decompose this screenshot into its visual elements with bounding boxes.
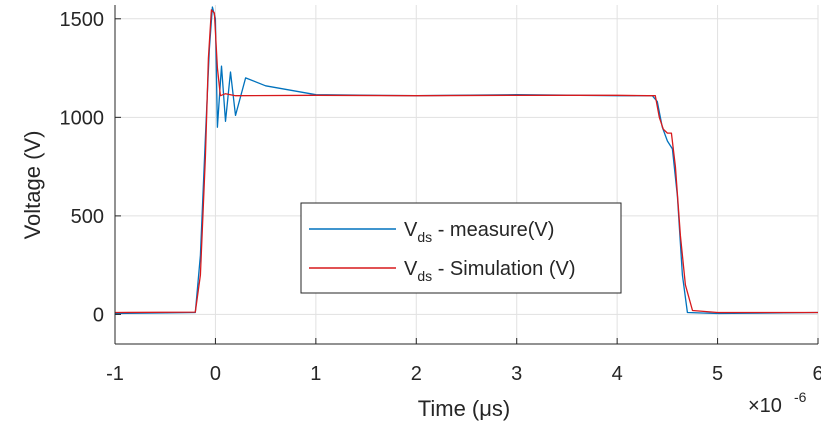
x-tick-label: 2: [411, 363, 422, 385]
legend-label-measure: Vds - measure(V): [404, 219, 554, 245]
series-lines: [114, 6, 819, 315]
x-tick-label: -1: [106, 363, 124, 385]
tick-labels: -1 0 1 2 3 4 5 6 0 500 1000 1500: [60, 9, 821, 385]
axes: [114, 5, 819, 345]
x-tick-label: 6: [812, 363, 821, 385]
series-line-1: [114, 9, 818, 314]
x-tick-label: 0: [210, 363, 221, 385]
x-exponent-base: ×10: [748, 395, 782, 417]
legend-label-simulation: Vds - Simulation (V): [404, 258, 576, 284]
y-tick-label: 1000: [60, 107, 105, 129]
legend-box: [300, 202, 622, 294]
x-exponent-label: ×10 -6: [748, 389, 807, 417]
x-tick-label: 3: [511, 363, 522, 385]
y-tick-label: 500: [71, 206, 104, 228]
x-exponent-power: -6: [794, 389, 807, 405]
x-axis-label: Time (μs): [418, 396, 511, 421]
y-tick-label: 1500: [60, 9, 105, 31]
y-axis-label: Voltage (V): [20, 131, 45, 240]
x-tick-label: 4: [612, 363, 623, 385]
grid-lines: [114, 5, 819, 344]
y-tick-label: 0: [93, 304, 104, 326]
x-tick-label: 1: [310, 363, 321, 385]
legend: Vds - measure(V) Vds - Simulation (V): [300, 202, 622, 294]
x-tick-label: 5: [712, 363, 723, 385]
